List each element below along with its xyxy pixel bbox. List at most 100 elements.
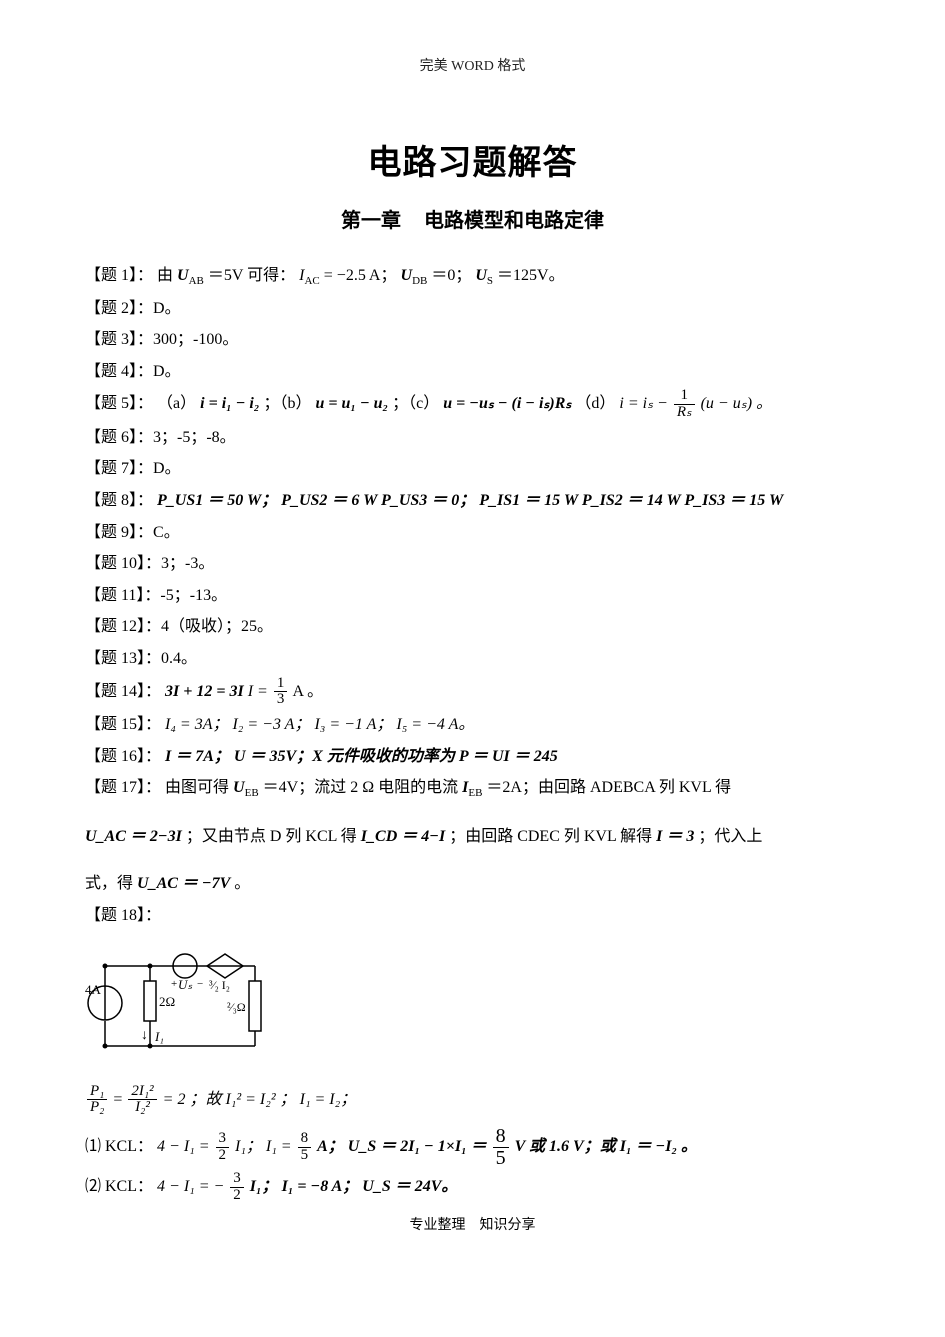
q5-d-suf: (u − uₛ) 。 (701, 395, 772, 412)
q17-label: 【题 17】： (85, 779, 161, 796)
q6-text: 3；-5；-8。 (153, 429, 236, 446)
question-18: 【题 18】： (85, 901, 860, 931)
q7-text: D。 (153, 460, 181, 477)
q17-l3c: 。 (234, 875, 250, 892)
question-13: 【题 13】：0.4。 (85, 644, 860, 674)
q17-l2d: ；由回路 CDEC 列 KVL 解得 (449, 828, 656, 845)
q18-c1-d: 2 (216, 1148, 230, 1164)
q7-label: 【题 7】： (85, 460, 153, 477)
question-1: 【题 1】： 由 UAB ＝5V 可得： IAC = −2.5 A； UDB ＝… (85, 261, 860, 292)
q17-l2e: I ＝ 3 (656, 828, 694, 845)
q9-text: C。 (153, 524, 180, 541)
q14-den: 3 (274, 692, 288, 708)
q5-c: ；（c） (392, 395, 439, 412)
q5-label: 【题 5】： (85, 395, 153, 412)
question-7: 【题 7】：D。 (85, 454, 860, 484)
question-10: 【题 10】：3；-3。 (85, 549, 860, 579)
q17-l2c: I_CD ＝ 4−I (361, 828, 445, 845)
question-8: 【题 8】： P_US1 ＝ 50 W； P_US2 ＝ 6 W P_US3 ＝… (85, 486, 860, 516)
q18-c1-i1d: 5 (298, 1148, 312, 1164)
q2-text: D。 (153, 300, 181, 317)
label-i1: I₁ (154, 1029, 164, 1044)
q1-udb: U (401, 267, 413, 284)
q18-c1-frac3: 85 (493, 1126, 509, 1169)
q2-label: 【题 2】： (85, 300, 153, 317)
q17-ieb-val: ＝2A；由回路 ADEBCA 列 KVL 得 (486, 779, 731, 796)
q13-label: 【题 13】： (85, 650, 161, 667)
question-2: 【题 2】：D。 (85, 294, 860, 324)
q5-b: ；（b） (263, 395, 311, 412)
q18-c1-frac: 32 (216, 1131, 230, 1164)
question-17-line1: 【题 17】： 由图可得 UEB ＝4V；流过 2 Ω 电阻的电流 IEB ＝2… (85, 773, 860, 804)
q18-c1-n: 3 (216, 1131, 230, 1148)
q18-eq1: P₁P₂ = 2I₁²I₂² = 2 ；故 I₁² = I₂² ； I₁ = I… (85, 1084, 860, 1117)
q16-label: 【题 16】： (85, 748, 161, 765)
q18-f1d: P₂ (87, 1100, 107, 1116)
q17-l2b: ；又由节点 D 列 KCL 得 (186, 828, 361, 845)
q17-ueb-sub: EB (245, 787, 259, 799)
q12-text: 4（吸收）；25。 (161, 618, 273, 635)
q13-text: 0.4。 (161, 650, 197, 667)
q17-ieb-sub: EB (468, 787, 482, 799)
q18-f1n: P₁ (87, 1084, 107, 1101)
q18-c1-frac2: 85 (298, 1131, 312, 1164)
q14-frac: 13 (274, 676, 288, 709)
chapter-left: 第一章 (341, 210, 401, 232)
question-17-line2: U_AC ＝ 2−3I ；又由节点 D 列 KCL 得 I_CD ＝ 4−I ；… (85, 822, 860, 852)
q18-f2n: 2I₁² (128, 1084, 156, 1101)
q5-a-eq: i = i₁ − i₂ (200, 395, 259, 412)
q18-c2-label: ⑵ KCL： (85, 1178, 153, 1195)
q18-c1-b: I₁； (235, 1138, 266, 1155)
q18-case2: ⑵ KCL： 4 − I₁ = − 32 I₁； I₁ = −8 A； U_S … (85, 1171, 860, 1204)
question-14: 【题 14】： 3I + 12 = 3I I = 13 A 。 (85, 676, 860, 709)
circuit-diagram: 4A + Uₛ − ³⁄₂ I₂ 2Ω ²⁄₃Ω ↓ I₁ (85, 941, 860, 1066)
question-3: 【题 3】：300；-100。 (85, 325, 860, 355)
q10-label: 【题 10】： (85, 555, 161, 572)
q5-d-pre: i = iₛ − (619, 395, 671, 412)
q11-text: -5；-13。 (160, 587, 227, 604)
q5-d: （d） (575, 395, 615, 412)
question-12: 【题 12】：4（吸收）；25。 (85, 612, 860, 642)
question-6: 【题 6】：3；-5；-8。 (85, 423, 860, 453)
q18-c2-d: 2 (230, 1188, 244, 1204)
page-footer: 专业整理 知识分享 (85, 1214, 860, 1234)
q14-suf: A 。 (292, 682, 323, 699)
q14-num: 1 (274, 676, 288, 693)
q18-c1-i1n: 8 (298, 1131, 312, 1148)
chapter-heading: 第一章 电路模型和电路定律 (85, 204, 860, 233)
q1-label: 【题 1】： (85, 267, 153, 284)
label-plus: + (171, 978, 177, 990)
q14-I: I = (248, 682, 272, 699)
q5-a: （a） (157, 395, 196, 412)
q18-label: 【题 18】： (85, 907, 161, 924)
q5-c-eq: u = −uₛ − (i − iₛ)Rₛ (443, 395, 571, 412)
q1-uab: U (177, 267, 189, 284)
label-23ohm: ²⁄₃Ω (227, 1000, 246, 1014)
q6-label: 【题 6】： (85, 429, 153, 446)
question-11: 【题 11】：-5；-13。 (85, 581, 860, 611)
q10-text: 3；-3。 (161, 555, 214, 572)
label-us: Uₛ (178, 977, 192, 992)
q1-us-val: ＝125V。 (497, 267, 565, 284)
q1-iac-val: = −2.5 A； (324, 267, 397, 284)
q18-frac1: P₁P₂ (87, 1084, 107, 1117)
label-2ohm: 2Ω (159, 994, 175, 1009)
q14-label: 【题 14】： (85, 682, 161, 699)
q18-c1-vn: 8 (493, 1126, 509, 1148)
q5-b-eq: u = u₁ − u₂ (315, 395, 388, 412)
q18-c1-a: 4 − I₁ = (157, 1138, 213, 1155)
q18-c1-vd: 5 (493, 1148, 509, 1169)
q18-c1-d2: V 或 1.6 V；或 I₁ ＝ −I₂ 。 (515, 1138, 697, 1155)
q17-l2a: U_AC ＝ 2−3I (85, 828, 182, 845)
q1-5v: ＝5V 可得： (208, 267, 295, 284)
q18-case1: ⑴ KCL： 4 − I₁ = 32 I₁； I₁ = 85 A； U_S ＝ … (85, 1126, 860, 1169)
q1-udb-sub: DB (412, 275, 427, 287)
arrow-i1: ↓ (141, 1028, 148, 1043)
q18-c1-i1: I₁ = (266, 1138, 296, 1155)
q17-l3b: U_AC ＝ −7V (137, 875, 230, 892)
page: 完美 WORD 格式 电路习题解答 第一章 电路模型和电路定律 【题 1】： 由… (0, 0, 945, 1264)
q4-text: D。 (153, 363, 181, 380)
question-15: 【题 15】： I₄ = 3A； I₂ = −3 A； I₃ = −1 A； I… (85, 710, 860, 740)
q17-l2f: ；代入上 (698, 828, 762, 845)
q18-c2-frac: 32 (230, 1171, 244, 1204)
